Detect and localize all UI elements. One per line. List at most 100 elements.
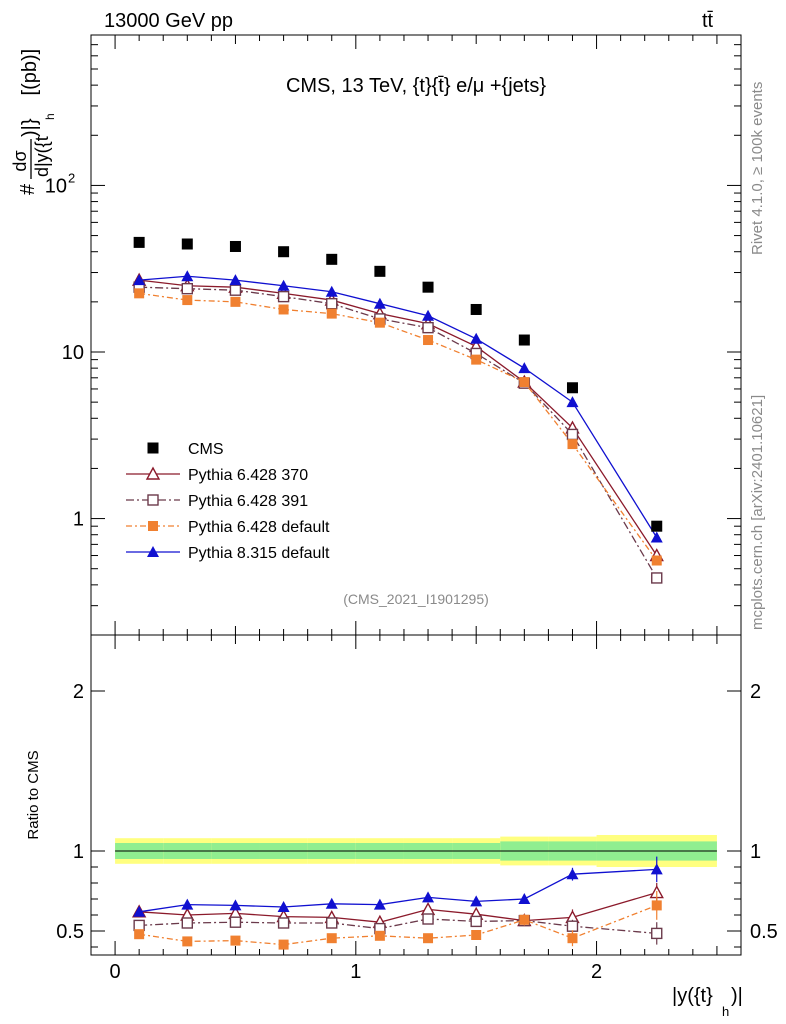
x-tick-label: 0	[110, 961, 121, 983]
ratio-point-2	[374, 930, 385, 941]
ratio-point-1	[470, 915, 482, 928]
y-axis-label-ratio: Ratio to CMS	[25, 750, 42, 839]
legend-label-1: Pythia 6.428 391	[188, 493, 308, 510]
series-point-2	[326, 308, 337, 319]
ratio-point-3	[325, 897, 338, 909]
ratio-point-1	[326, 917, 338, 929]
y-tick-label-ratio-left: 0.5	[56, 921, 84, 943]
ratio-point-3	[650, 863, 663, 875]
process-label: tt̄	[702, 10, 714, 32]
y-tick-label-main: 10	[62, 342, 84, 364]
legend-item-2: Pythia 6.428 default	[126, 519, 330, 536]
ratio-line-3	[139, 868, 657, 913]
ratio-series-layer	[131, 856, 664, 950]
series-point-2	[278, 304, 289, 315]
y-tick-label-main-base: 1	[73, 509, 84, 531]
cms-data-point	[326, 253, 338, 265]
ratio-point-3	[181, 898, 194, 910]
series-point-3	[518, 362, 531, 374]
legend-marker-2	[148, 521, 158, 531]
cms-data-point	[651, 520, 663, 532]
legend-item-3: Pythia 8.315 default	[126, 545, 330, 562]
ratio-point-2	[230, 935, 241, 946]
ratio-point-1	[566, 920, 579, 932]
x-tick-label: 2	[591, 961, 602, 983]
ratio-point-2	[278, 939, 289, 950]
cms-data-layer	[133, 236, 663, 532]
cms-data-point	[278, 246, 290, 258]
ratio-point-1	[181, 917, 193, 929]
ratio-point-2	[182, 936, 193, 947]
ratio-point-2	[519, 914, 530, 925]
ratio-point-2	[134, 929, 145, 940]
ratio-point-0	[420, 901, 436, 916]
ratio-point-1	[277, 917, 290, 929]
y-tick-label-ratio-left: 1	[73, 841, 84, 863]
chart-title: CMS, 13 TeV, {t}{t̄} e/μ +{jets}	[286, 75, 546, 97]
series-point-3	[373, 297, 386, 309]
ratio-point-3	[470, 895, 483, 907]
series-point-1	[566, 428, 579, 441]
legend-marker-0	[145, 466, 161, 480]
ratio-point-2	[423, 933, 434, 944]
y-label-hash: #	[17, 183, 39, 195]
ratio-point-1	[422, 913, 434, 925]
cms-data-point	[133, 236, 145, 248]
legend-item-cms: CMS	[147, 441, 224, 458]
legend-marker-3	[147, 546, 159, 557]
ratio-point-2	[326, 933, 337, 944]
ratio-point-2	[651, 900, 662, 911]
y-tick-label-ratio-right: 0.5	[750, 921, 778, 943]
ratio-point-3	[422, 891, 435, 903]
cms-data-point	[181, 238, 193, 250]
cms-data-point	[470, 303, 482, 315]
rivet-version-label: Rivet 4.1.0, ≥ 100k events	[749, 82, 766, 255]
legend-marker-cms	[147, 442, 159, 454]
ratio-frame	[90, 634, 742, 956]
series-point-3	[181, 270, 194, 282]
series-point-2	[374, 317, 385, 328]
cms-data-point	[518, 334, 530, 346]
y-label-denominator: d|y({t	[32, 136, 52, 177]
analysis-id: (CMS_2021_I1901295)	[343, 591, 489, 607]
ratio-point-3	[566, 868, 579, 880]
ratio-panel: 2 2 1 1 0.5 0.5 0 1 2 Ratio to CMS	[25, 634, 778, 983]
ratio-point-1	[229, 916, 242, 928]
series-point-2	[519, 377, 530, 388]
series-point-3	[229, 274, 242, 286]
cms-data-point	[229, 240, 241, 252]
x-label-subscript: h	[722, 1004, 729, 1019]
series-point-3	[277, 279, 290, 291]
series-point-2	[182, 295, 193, 306]
series-point-1	[651, 572, 663, 584]
ratio-point-3	[229, 899, 242, 911]
ratio-ticks: 2 2 1 1 0.5 0.5 0 1 2	[56, 635, 778, 983]
ratio-point-3	[277, 901, 290, 912]
series-point-1	[326, 297, 338, 310]
series-point-3	[422, 309, 435, 321]
legend-label-3: Pythia 8.315 default	[188, 545, 330, 562]
y-tick-label-ratio-right: 2	[750, 681, 761, 703]
ratio-point-3	[133, 905, 146, 917]
x-label-main: |y({t}	[672, 985, 713, 1007]
ratio-line-0	[139, 891, 657, 923]
x-label-close: )|	[731, 985, 743, 1007]
series-point-3	[133, 274, 146, 286]
legend-label-2: Pythia 6.428 default	[188, 519, 330, 536]
cms-data-point	[566, 382, 578, 394]
legend: CMS Pythia 6.428 370 Pythia 6.428 391 Pythi…	[126, 441, 330, 562]
y-tick-label-main-exponent: 2	[68, 170, 75, 185]
y-tick-label-main-base: 10	[62, 342, 84, 364]
series-line-0	[139, 279, 658, 556]
ratio-point-3	[518, 893, 531, 904]
series-point-2	[423, 335, 434, 346]
series-point-1	[181, 282, 193, 295]
legend-label-cms: CMS	[188, 441, 224, 458]
series-point-3	[650, 531, 663, 543]
ratio-point-1	[133, 919, 145, 932]
y-label-close: )|}	[19, 118, 41, 137]
series-point-1	[277, 290, 290, 303]
beam-label: 13000 GeV pp	[104, 10, 233, 32]
